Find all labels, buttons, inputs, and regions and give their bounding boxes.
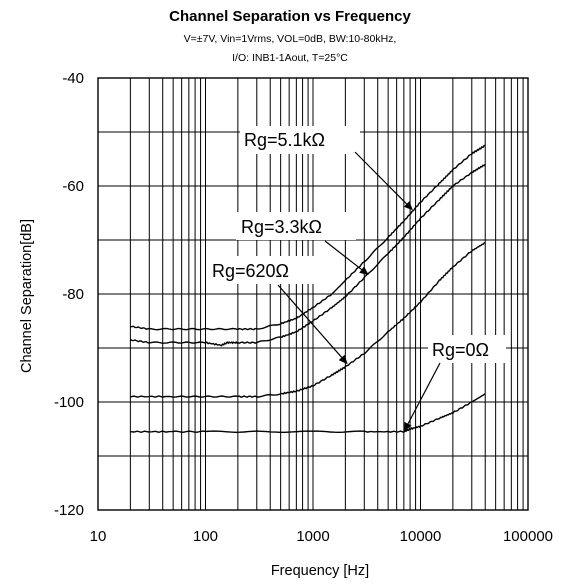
x-tick-label: 1000 <box>296 528 329 545</box>
series-line-4 <box>130 393 486 434</box>
series-line-2 <box>129 163 486 347</box>
chart-title: Channel Separation vs Frequency <box>169 8 411 25</box>
annotation-arrowhead <box>338 354 348 365</box>
plot-area-border <box>97 77 529 511</box>
annotation-arrow <box>407 362 441 425</box>
chart-subtitle-line-2: I/O: INB1-1Aout, T=25°C <box>232 52 348 64</box>
y-tick-label: -120 <box>54 502 84 519</box>
plot-frame <box>97 77 529 511</box>
annotation-box <box>208 256 314 284</box>
annotation-arrowhead <box>403 421 412 432</box>
annotation-label: Rg=5.1kΩ <box>244 130 325 150</box>
y-tick-label: -60 <box>62 178 84 195</box>
chart-subtitle-line-1: V=±7V, Vin=1Vrms, VOL=0dB, BW:10-80kHz, <box>184 33 397 45</box>
annotation-box <box>236 212 356 240</box>
y-tick-label: -100 <box>54 394 84 411</box>
annotation-box <box>240 126 360 154</box>
x-tick-label: 10000 <box>400 528 442 545</box>
annotation-label: Rg=3.3kΩ <box>241 217 322 237</box>
annotation-arrowhead <box>359 266 369 276</box>
tick-labels: 10 100 1000 10000 100000 -120 -100 -80 -60 -40 <box>54 70 553 545</box>
series-annotations: Rg=5.1kΩ Rg=3.3kΩ Rg=620Ω Rg=0Ω <box>208 126 506 432</box>
annotation-arrow <box>324 240 363 271</box>
annotation-arrowhead <box>403 201 413 211</box>
x-tick-label: 10 <box>90 528 107 545</box>
x-axis-label: Frequency [Hz] <box>271 563 369 579</box>
annotation-arrow <box>277 284 343 358</box>
annotation-box <box>428 335 506 363</box>
series-line-1 <box>130 144 486 331</box>
x-tick-label: 100000 <box>503 528 553 545</box>
y-axis-label: Channel Separation[dB] <box>19 219 35 373</box>
y-tick-label: -80 <box>62 286 84 303</box>
series-line-3 <box>130 242 486 398</box>
annotation-arrow <box>354 151 407 205</box>
annotation-label: Rg=620Ω <box>212 261 289 281</box>
x-tick-label: 100 <box>193 528 218 545</box>
annotation-label: Rg=0Ω <box>432 340 489 360</box>
data-series <box>129 144 486 434</box>
y-tick-label: -40 <box>62 70 84 87</box>
